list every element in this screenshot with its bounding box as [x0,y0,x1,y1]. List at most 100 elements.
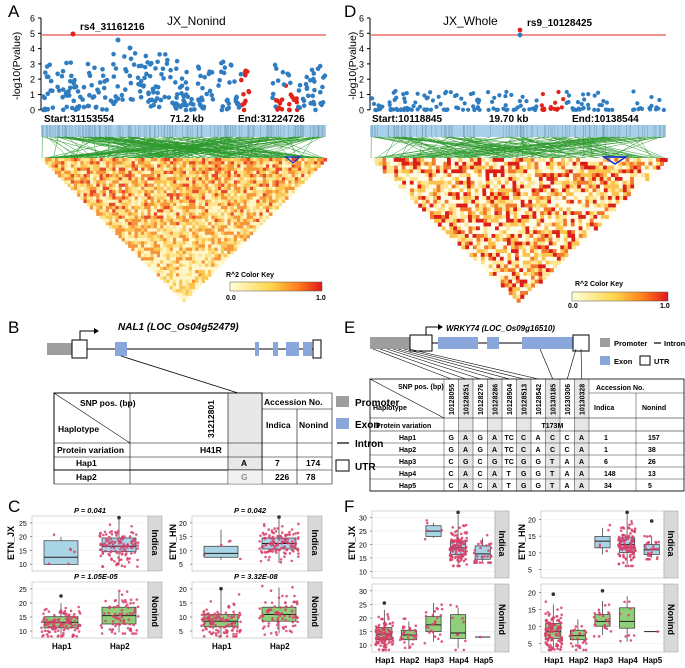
ld-cell [615,180,620,185]
ld-cell [541,256,546,261]
ld-cell [610,161,615,166]
ld-cell [58,158,62,162]
ld-cell [512,192,517,197]
ld-cell [456,211,461,216]
jitter-point [99,532,102,535]
ld-cell [121,199,126,204]
ld-cell [169,199,174,204]
ld-cell [144,250,148,255]
snp-point [233,99,239,104]
ld-cell [144,177,148,181]
ld-cell [89,196,94,200]
ld-cell [607,192,612,197]
ld-cell [89,193,94,197]
ld-cell [462,169,467,174]
ld-cell [586,222,591,227]
ld-cell [108,218,113,223]
e-snp-id: 10128504 [507,384,514,415]
ld-cell [524,199,529,204]
snp-point [632,107,637,112]
ld-cell [485,161,490,166]
ld-cell [205,199,209,204]
ld-cell [310,161,315,165]
ld-cell [495,241,500,246]
ld-cell [134,228,139,232]
ld-cell [281,190,286,194]
ld-cell [102,190,107,194]
ld-cell [109,177,113,181]
ld-cell [179,241,183,245]
snp-point [304,86,310,92]
ld-cell [550,169,555,174]
ld-cell [262,180,267,184]
ld-connector [638,136,652,159]
ld-cell [191,282,196,287]
ld-cell [192,260,196,264]
ld-cell [217,177,222,181]
ld-cell [109,199,113,204]
ld-cell [198,222,203,226]
ld-cell [574,218,579,223]
snp-point [657,97,662,103]
ld-cell [80,174,84,178]
ld-cell [131,170,136,175]
ld-cell [243,215,247,220]
snp-point [309,67,315,73]
ld-cell [265,206,270,210]
ld-cell [224,250,228,255]
ld-cell [233,241,238,245]
ld-cell [118,228,123,232]
ld-cell [118,206,123,210]
ld-cell [182,231,187,236]
ld-cell [317,161,321,165]
e-legend-exon-label: Exon [614,357,633,366]
ld-cell [198,257,202,261]
ld-cell [265,215,270,220]
ld-cell [294,167,299,172]
ld-cell [246,186,251,191]
ld-cell [224,231,228,236]
e-nonind-count: 157 [648,435,660,442]
ld-cell [432,169,437,174]
ld-cell [485,173,490,178]
ld-cell [548,241,553,246]
ld-cell [413,188,418,193]
ld-cell [569,180,574,185]
ld-cell [495,237,500,242]
ld-cell [603,184,608,189]
ld-cell [550,196,556,201]
ld-cell [160,196,164,200]
ld-cell [444,199,449,204]
ld-cell [520,291,525,296]
ld-cell [272,167,276,172]
ld-cell [288,193,292,197]
ld-cell [523,169,528,174]
jitter-point [114,530,117,534]
ld-cell [590,226,595,231]
ld-cell [131,183,136,188]
ld-connector [443,136,645,159]
ld-cell [519,287,525,292]
ld-cell [490,196,495,201]
ld-cell [128,228,132,232]
ld-cell [185,215,190,220]
ld-cell [214,183,219,188]
ld-cell [470,180,475,185]
snp-point [297,82,303,88]
ld-cell [559,226,564,231]
ld-cell [495,226,500,231]
ld-cell [269,212,273,216]
ld-cell [179,202,183,207]
ld-cell [157,167,161,172]
ld-cell [220,218,225,223]
ld-cell [390,161,395,166]
ld-cell [227,180,232,184]
ld-cell [452,192,457,197]
ld-cell [492,256,497,261]
ld-cell [265,202,270,207]
ld-cell [433,207,438,212]
ld-cell [479,203,484,208]
ld-cell [192,247,196,252]
ld-cell [173,158,177,162]
ld-cell [80,196,84,200]
